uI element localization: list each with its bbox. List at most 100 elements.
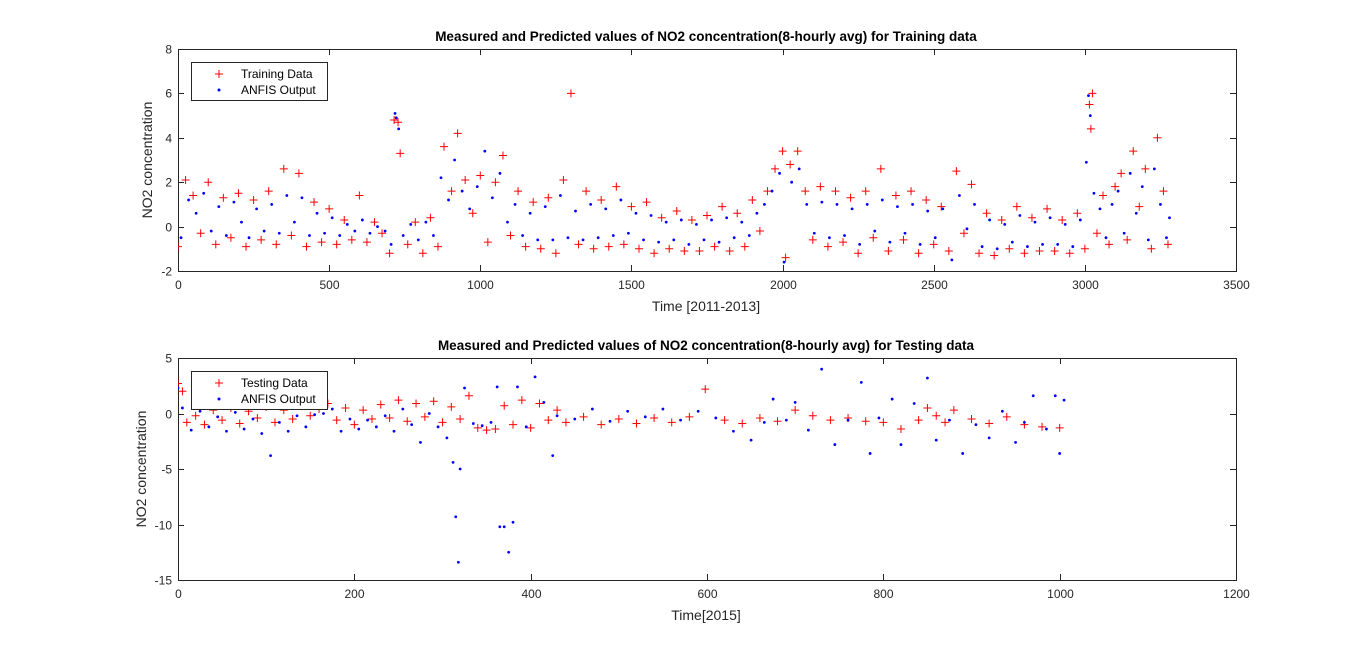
training-predicted-point (896, 205, 899, 209)
testing-predicted-point (934, 438, 938, 442)
testing-predicted-point (1031, 394, 1035, 398)
training-x-tick-label: 3000 (1072, 278, 1099, 292)
training-predicted-point (277, 231, 281, 235)
training-measured-point (1043, 204, 1052, 213)
training-measured-point (514, 187, 523, 196)
testing-predicted-point (833, 443, 837, 446)
testing-predicted-point (304, 425, 308, 429)
testing-predicted-point (877, 416, 881, 420)
training-predicted-point (247, 236, 251, 240)
testing-measured-point (561, 418, 570, 427)
training-predicted-point (965, 227, 969, 231)
testing-measured-point (985, 419, 994, 428)
training-measured-point (748, 195, 757, 204)
training-measured-point (634, 244, 643, 253)
training-measured-point (937, 202, 946, 211)
training-predicted-point (710, 218, 713, 222)
testing-measured-point (896, 425, 905, 434)
training-measured-point (839, 238, 848, 247)
training-measured-point (1058, 215, 1067, 224)
testing-predicted-point (436, 425, 440, 429)
testing-y-axis-label: NO2 concentration (133, 411, 149, 528)
training-predicted-point (187, 198, 190, 202)
training-measured-point (718, 202, 727, 211)
testing-predicted-point (286, 429, 290, 433)
training-predicted-point (933, 236, 937, 240)
testing-predicted-point (1023, 420, 1026, 424)
testing-measured-point (597, 420, 606, 429)
training-predicted-point (1110, 203, 1114, 206)
training-measured-point (1050, 247, 1059, 256)
testing-predicted-point (463, 386, 466, 390)
training-predicted-point (389, 242, 393, 246)
training-measured-point (551, 249, 560, 258)
training-predicted-point (911, 203, 914, 206)
testing-predicted-point (859, 381, 863, 384)
training-predicted-point (903, 231, 907, 235)
training-predicted-point (1003, 222, 1007, 226)
testing-predicted-point (1014, 440, 1017, 444)
training-predicted-point (611, 234, 615, 237)
training-measured-point (823, 242, 832, 251)
training-measured-point (781, 253, 790, 262)
testing-measured-point (200, 420, 209, 429)
training-measured-point (332, 240, 341, 249)
training-measured-point (650, 249, 659, 258)
testing-measured-point (306, 411, 315, 420)
training-measured-point (461, 175, 470, 184)
training-measured-point (1123, 235, 1132, 244)
training-predicted-point (1071, 245, 1075, 248)
training-predicted-point (950, 258, 954, 262)
training-measured-point (884, 247, 893, 256)
training-chart-panel: Measured and Predicted values of NO2 con… (139, 29, 1250, 314)
training-measured-point (876, 164, 885, 173)
training-measured-point (294, 169, 303, 178)
testing-predicted-point (383, 414, 387, 418)
training-predicted-point (1041, 242, 1044, 246)
testing-measured-point (464, 391, 473, 400)
testing-predicted-point (207, 425, 211, 429)
testing-predicted-point (868, 452, 872, 455)
training-predicted-point (1116, 189, 1120, 193)
training-plot-area (178, 49, 1237, 272)
testing-predicted-point (974, 423, 978, 426)
testing-predicted-point (277, 420, 281, 424)
testing-predicted-point (454, 515, 458, 519)
training-predicted-point (589, 203, 593, 206)
training-measured-point (506, 231, 515, 240)
testing-predicted-point (348, 417, 352, 421)
testing-measured-point (967, 415, 976, 424)
training-measured-point (272, 240, 281, 249)
testing-chart-panel: Measured and Predicted values of NO2 con… (133, 338, 1250, 623)
training-predicted-point (323, 231, 327, 235)
testing-predicted-point (516, 385, 519, 389)
training-y-tick-label: -2 (161, 265, 172, 279)
training-predicted-point (240, 220, 243, 224)
training-predicted-point (687, 242, 691, 246)
training-predicted-point (1088, 114, 1092, 117)
training-legend-box (191, 62, 328, 101)
training-measured-point (529, 198, 538, 207)
training-predicted-point (498, 171, 502, 175)
training-predicted-point (988, 218, 992, 222)
training-predicted-point (880, 198, 884, 202)
training-measured-point (1092, 229, 1101, 238)
training-measured-point (861, 187, 870, 196)
training-predicted-point (828, 236, 831, 240)
training-x-tick-label: 2500 (921, 278, 948, 292)
training-predicted-point (596, 236, 600, 240)
testing-predicted-point (696, 409, 700, 413)
training-predicted-point (416, 238, 420, 242)
training-predicted-point (262, 229, 266, 233)
training-predicted-point (551, 238, 555, 242)
testing-predicted-point (313, 413, 317, 417)
training-predicted-point (797, 167, 801, 171)
training-measured-point (1005, 244, 1014, 253)
training-measured-point (498, 151, 507, 160)
training-predicted-point (1087, 94, 1090, 98)
testing-predicted-point (961, 452, 965, 455)
training-predicted-point (995, 247, 999, 251)
training-predicted-point (217, 205, 221, 209)
training-measured-point (869, 233, 878, 242)
training-measured-point (234, 189, 243, 198)
